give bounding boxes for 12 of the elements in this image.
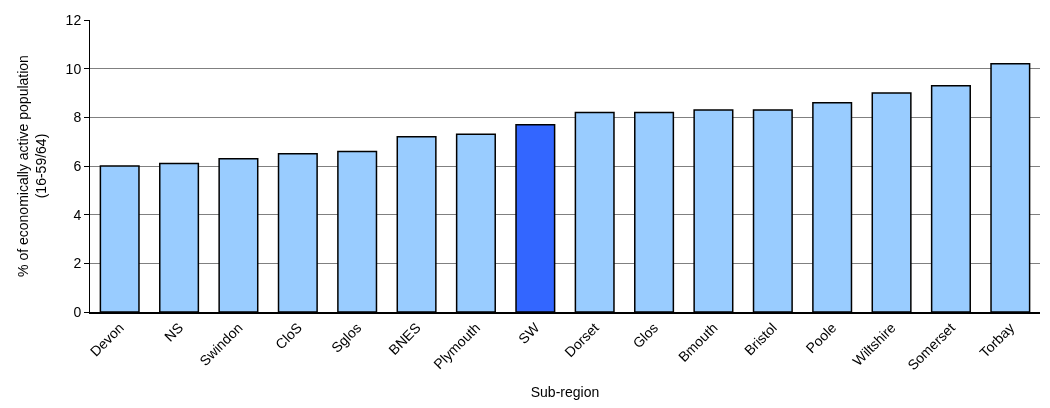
y-tick-label: 12 bbox=[65, 11, 82, 28]
y-tick-label: 2 bbox=[73, 255, 82, 272]
y-tick-label: 6 bbox=[73, 157, 82, 174]
x-axis-title: Sub-region bbox=[530, 384, 600, 401]
x-tick-label: Glos bbox=[629, 319, 662, 352]
x-tick-label: SW bbox=[515, 319, 543, 347]
y-axis-title: % of economically active population (16-59/64) bbox=[15, 55, 50, 277]
y-tick-label: 10 bbox=[65, 60, 82, 77]
x-tick-label: NS bbox=[161, 319, 187, 345]
y-tick-label: 4 bbox=[73, 206, 82, 223]
y-tick-label: 8 bbox=[73, 109, 82, 126]
y-tick-label: 0 bbox=[73, 303, 82, 320]
